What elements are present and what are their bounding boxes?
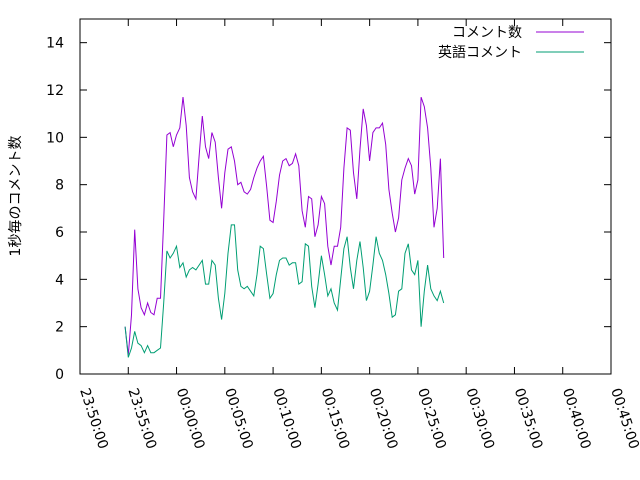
y-tick-label: 2 <box>55 320 64 336</box>
y-tick-label: 0 <box>55 367 64 383</box>
x-tick-label: 00:40:00 <box>559 386 594 451</box>
x-tick-label: 23:55:00 <box>124 386 159 451</box>
x-tick-label: 00:05:00 <box>221 386 256 451</box>
y-tick-label: 14 <box>46 36 64 52</box>
x-tick-label: 00:00:00 <box>173 386 208 451</box>
y-tick-label: 8 <box>55 178 64 194</box>
y-tick-label: 10 <box>46 130 64 146</box>
x-tick-label: 00:10:00 <box>269 386 304 451</box>
y-tick-label: 12 <box>46 83 64 99</box>
plot-frame <box>79 18 612 375</box>
x-tick-label: 00:30:00 <box>462 386 497 451</box>
x-tick-label: 00:15:00 <box>318 386 353 451</box>
series-line-2 <box>124 224 445 358</box>
y-axis-label: 1秒毎のコメント数 <box>8 136 24 257</box>
x-tick-label: 00:20:00 <box>366 386 401 451</box>
x-tick-label: 23:50:00 <box>76 386 111 451</box>
x-tick-label: 00:35:00 <box>511 386 546 451</box>
legend-label: コメント数 <box>452 25 522 41</box>
y-axis: 0 2 4 6 8 10 12 14 <box>46 36 611 383</box>
x-axis: 23:50:00 23:55:00 00:00:00 00:05:00 00:10:00… <box>76 19 640 451</box>
y-tick-label: 6 <box>55 225 64 241</box>
x-tick-label: 00:25:00 <box>414 386 449 451</box>
x-tick-label: 00:45:00 <box>607 386 640 451</box>
y-tick-label: 4 <box>55 272 64 288</box>
series-line-1 <box>124 96 445 356</box>
legend-label: 英語コメント <box>438 44 522 61</box>
series-lines <box>124 96 445 358</box>
